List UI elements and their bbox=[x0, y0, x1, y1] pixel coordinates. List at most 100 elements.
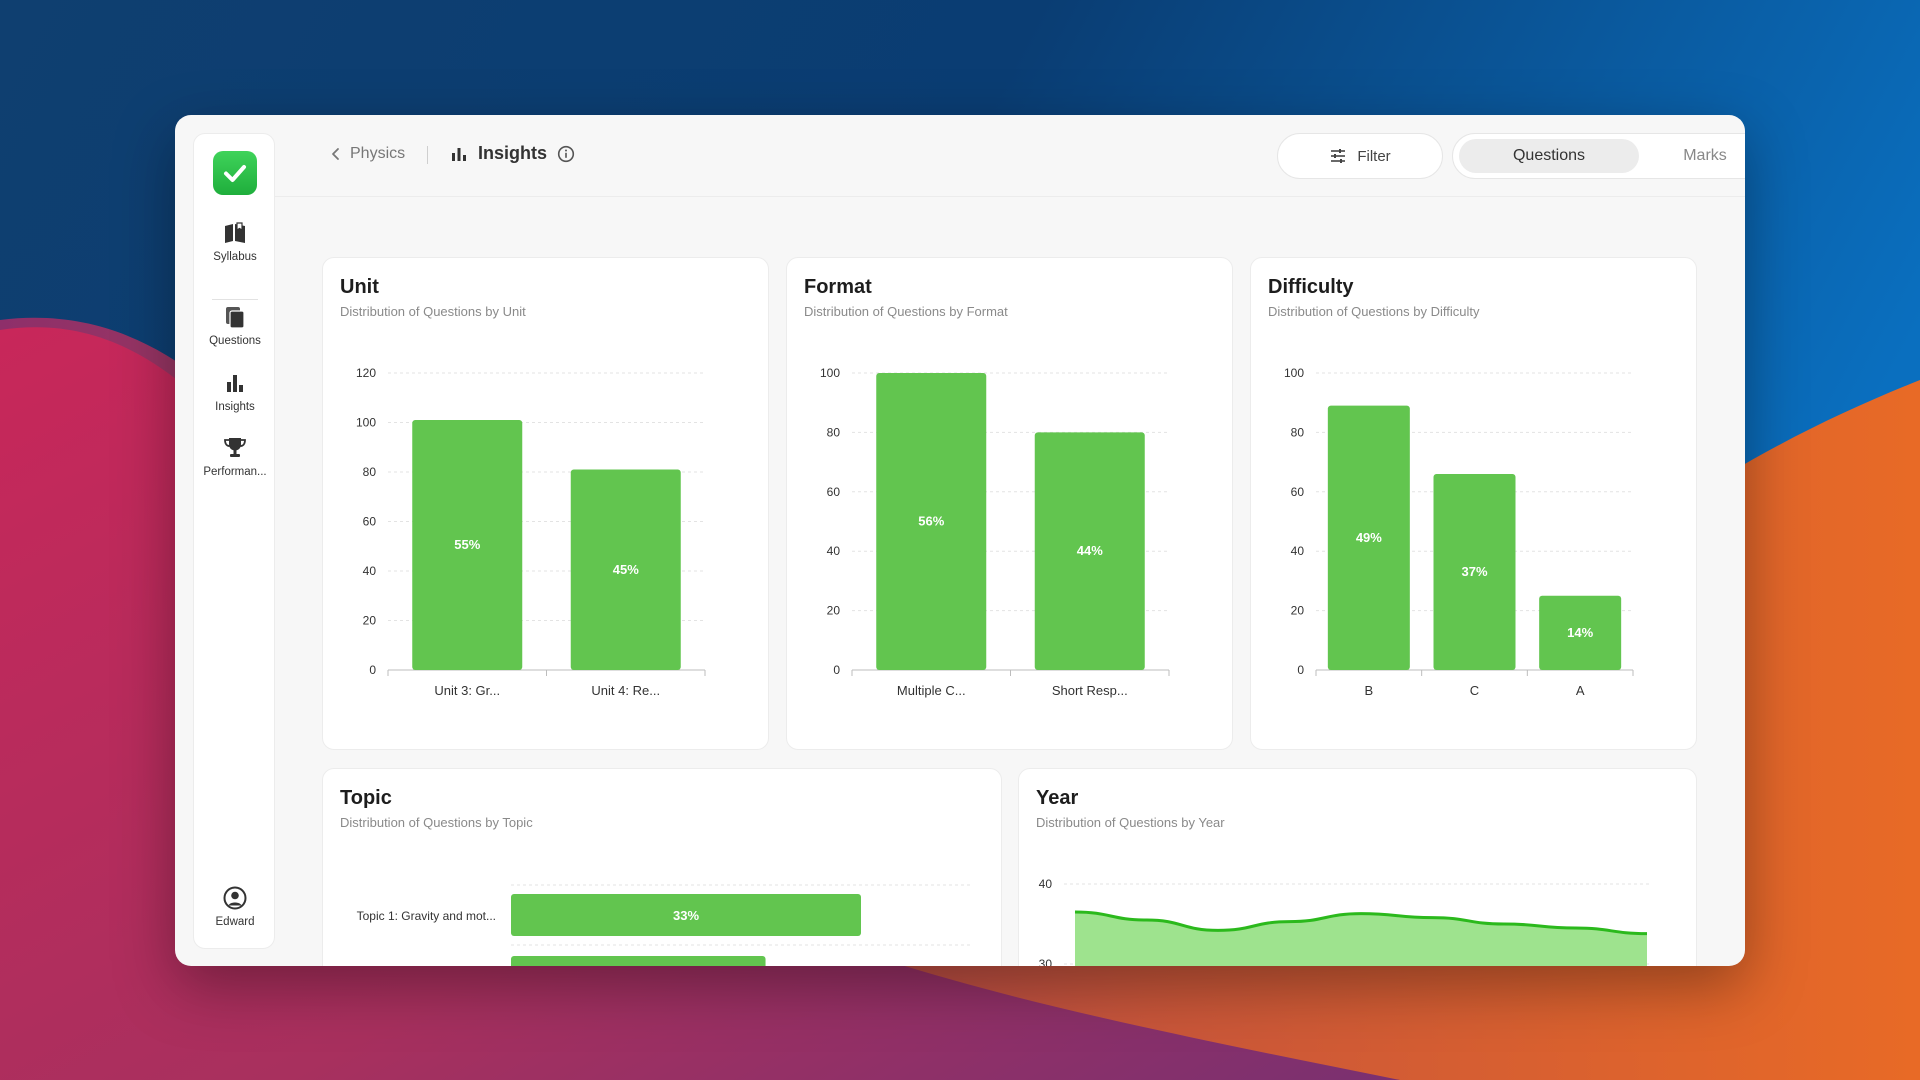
format-chart: 0 20 40 60 80 100 56% Multiple C... 44% Short Res… bbox=[820, 366, 1170, 698]
bar-data-label: 14% bbox=[1567, 625, 1593, 640]
unit-chart: 0 20 40 60 80 100 120 55% Unit 3: Gr... 45% Unit 4… bbox=[356, 366, 706, 698]
card-subtitle: Distribution of Questions by Topic bbox=[340, 815, 533, 830]
y-tick-label: 100 bbox=[820, 366, 840, 380]
bar-data-label: 37% bbox=[1461, 564, 1487, 579]
difficulty-chart: 0 20 40 60 80 100 49% B 37% C 14% A bbox=[1284, 366, 1634, 698]
y-tick-label: 60 bbox=[827, 485, 841, 499]
y-tick-label: 60 bbox=[363, 515, 377, 529]
card-title: Difficulty bbox=[1268, 276, 1354, 298]
y-tick-label: 20 bbox=[827, 604, 841, 618]
bar[interactable] bbox=[412, 420, 523, 670]
y-tick-label: 80 bbox=[1291, 425, 1305, 439]
y-tick-label: 60 bbox=[1291, 485, 1305, 499]
y-tick-label: 40 bbox=[827, 544, 841, 558]
card-title: Format bbox=[804, 276, 872, 298]
y-tick-label: 100 bbox=[356, 416, 376, 430]
bar-data-label: 49% bbox=[1356, 530, 1382, 545]
bar[interactable] bbox=[511, 956, 766, 966]
info-icon[interactable] bbox=[557, 145, 575, 163]
filter-label: Filter bbox=[1357, 147, 1391, 165]
x-tick-label: Unit 4: Re... bbox=[591, 683, 660, 698]
card-subtitle: Distribution of Questions by Year bbox=[1036, 815, 1225, 830]
bar-data-label: 56% bbox=[918, 514, 944, 529]
sidebar-item-label: Questions bbox=[209, 335, 261, 347]
bar-data-label: 33% bbox=[673, 908, 699, 923]
bar[interactable] bbox=[1539, 595, 1622, 670]
y-tick-label: 20 bbox=[363, 614, 377, 628]
x-tick-label: A bbox=[1576, 683, 1585, 698]
breadcrumb-parent: Physics bbox=[350, 145, 406, 162]
y-tick-label: Topic 1: Gravity and mot... bbox=[357, 909, 496, 923]
breadcrumb-separator bbox=[427, 146, 428, 164]
chevron-left-icon bbox=[332, 148, 339, 160]
view-toggle: Questions Marks bbox=[1452, 133, 1745, 179]
toggle-questions[interactable]: Questions bbox=[1459, 139, 1639, 173]
bar[interactable] bbox=[876, 373, 987, 670]
breadcrumb-back[interactable]: Physics bbox=[330, 145, 405, 163]
y-tick-label: 0 bbox=[833, 663, 840, 677]
bar[interactable] bbox=[1034, 432, 1145, 670]
sidebar: Syllabus Questions Insights bbox=[193, 133, 275, 949]
difficulty-card: Difficulty Distribution of Questions by … bbox=[1250, 257, 1697, 750]
y-tick-label: 40 bbox=[363, 564, 377, 578]
bar-chart-icon bbox=[452, 147, 466, 161]
sidebar-item-syllabus[interactable]: Syllabus bbox=[194, 220, 276, 263]
y-tick-label: 40 bbox=[1039, 877, 1053, 891]
card-subtitle: Distribution of Questions by Difficulty bbox=[1268, 304, 1480, 319]
cards-icon bbox=[226, 307, 245, 329]
card-subtitle: Distribution of Questions by Format bbox=[804, 304, 1008, 319]
y-tick-label: 20 bbox=[1291, 604, 1305, 618]
filter-button[interactable]: Filter bbox=[1277, 133, 1443, 179]
sidebar-user[interactable]: Edward bbox=[194, 885, 276, 928]
x-tick-label: Short Resp... bbox=[1052, 683, 1128, 698]
y-tick-label: 0 bbox=[369, 663, 376, 677]
page-title-text: Insights bbox=[478, 143, 548, 163]
check-icon bbox=[224, 165, 246, 182]
sidebar-item-performance[interactable]: Performan... bbox=[194, 435, 276, 478]
y-tick-label: 40 bbox=[1291, 544, 1305, 558]
sidebar-item-label: Syllabus bbox=[213, 251, 257, 263]
bar[interactable] bbox=[511, 894, 861, 936]
y-tick-label: 100 bbox=[1284, 366, 1304, 380]
format-card: Format Distribution of Questions by Form… bbox=[786, 257, 1233, 750]
card-title: Topic bbox=[340, 787, 392, 809]
app-logo[interactable] bbox=[213, 151, 257, 195]
page-title: Insights bbox=[450, 143, 575, 164]
sidebar-divider bbox=[212, 299, 258, 300]
card-title: Unit bbox=[340, 276, 379, 298]
user-circle-icon bbox=[223, 886, 247, 910]
topic-chart: 33% Topic 1: Gravity and mot... bbox=[357, 884, 971, 966]
sidebar-item-label: Insights bbox=[215, 401, 255, 413]
card-title: Year bbox=[1036, 787, 1079, 809]
app-window: Syllabus Questions Insights bbox=[175, 115, 1745, 966]
y-tick-label: 30 bbox=[1039, 957, 1053, 966]
trophy-icon bbox=[224, 438, 246, 457]
bar[interactable] bbox=[1433, 473, 1516, 670]
bar-data-label: 55% bbox=[454, 537, 480, 552]
x-tick-label: B bbox=[1364, 683, 1373, 698]
y-tick-label: 120 bbox=[356, 366, 376, 380]
bar-chart-icon bbox=[227, 375, 243, 392]
card-subtitle: Distribution of Questions by Unit bbox=[340, 304, 526, 319]
bar[interactable] bbox=[1327, 405, 1410, 670]
series-line bbox=[1074, 910, 1648, 936]
bar-data-label: 45% bbox=[613, 562, 639, 577]
book-icon bbox=[225, 222, 245, 243]
year-chart: 30 40 bbox=[1039, 877, 1649, 966]
header-bar: Physics Insights bbox=[275, 115, 1745, 197]
y-tick-label: 80 bbox=[827, 425, 841, 439]
unit-card: Unit Distribution of Questions by Unit 0… bbox=[322, 257, 769, 750]
x-tick-label: Unit 3: Gr... bbox=[434, 683, 500, 698]
y-tick-label: 80 bbox=[363, 465, 377, 479]
toggle-marks[interactable]: Marks bbox=[1683, 147, 1727, 164]
bar-data-label: 44% bbox=[1077, 543, 1103, 558]
bar[interactable] bbox=[570, 469, 681, 670]
topic-card: Topic Distribution of Questions by Topic… bbox=[322, 768, 1002, 966]
sidebar-item-insights[interactable]: Insights bbox=[194, 370, 276, 413]
sliders-icon bbox=[1331, 149, 1346, 163]
sidebar-item-label: Performan... bbox=[203, 466, 267, 478]
sidebar-user-label: Edward bbox=[215, 916, 255, 928]
sidebar-item-questions[interactable]: Questions bbox=[194, 304, 276, 347]
year-card: Year Distribution of Questions by Year 3… bbox=[1018, 768, 1697, 966]
y-tick-label: 0 bbox=[1297, 663, 1304, 677]
